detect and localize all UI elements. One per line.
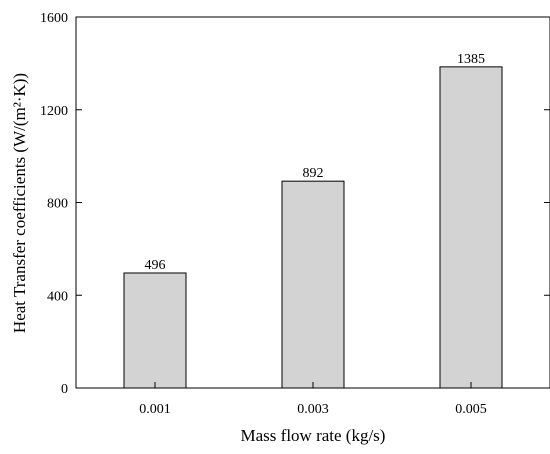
x-tick-label: 0.003 <box>297 402 329 417</box>
y-tick-label: 0 <box>61 382 68 397</box>
bar-value-label: 892 <box>303 166 324 181</box>
y-tick-label: 1200 <box>40 104 68 119</box>
x-tick-label: 0.005 <box>455 402 487 417</box>
bar-value-label: 1385 <box>457 52 485 67</box>
bar-value-label: 496 <box>145 258 166 273</box>
y-tick-label: 800 <box>47 197 68 212</box>
x-axis-title: Mass flow rate (kg/s) <box>241 426 386 445</box>
y-axis-title: Heat Transfer coefficients (W/(m²·K)) <box>10 73 29 333</box>
y-tick-label: 1600 <box>40 11 68 26</box>
bar <box>123 272 187 389</box>
x-tick-label: 0.001 <box>139 402 171 417</box>
bar <box>439 66 503 389</box>
bar <box>281 180 345 389</box>
plot-area: 0 400 800 1200 1600 496 0.001 892 0.003 1385 0.005 <box>40 11 550 417</box>
y-tick-label: 400 <box>47 289 68 304</box>
